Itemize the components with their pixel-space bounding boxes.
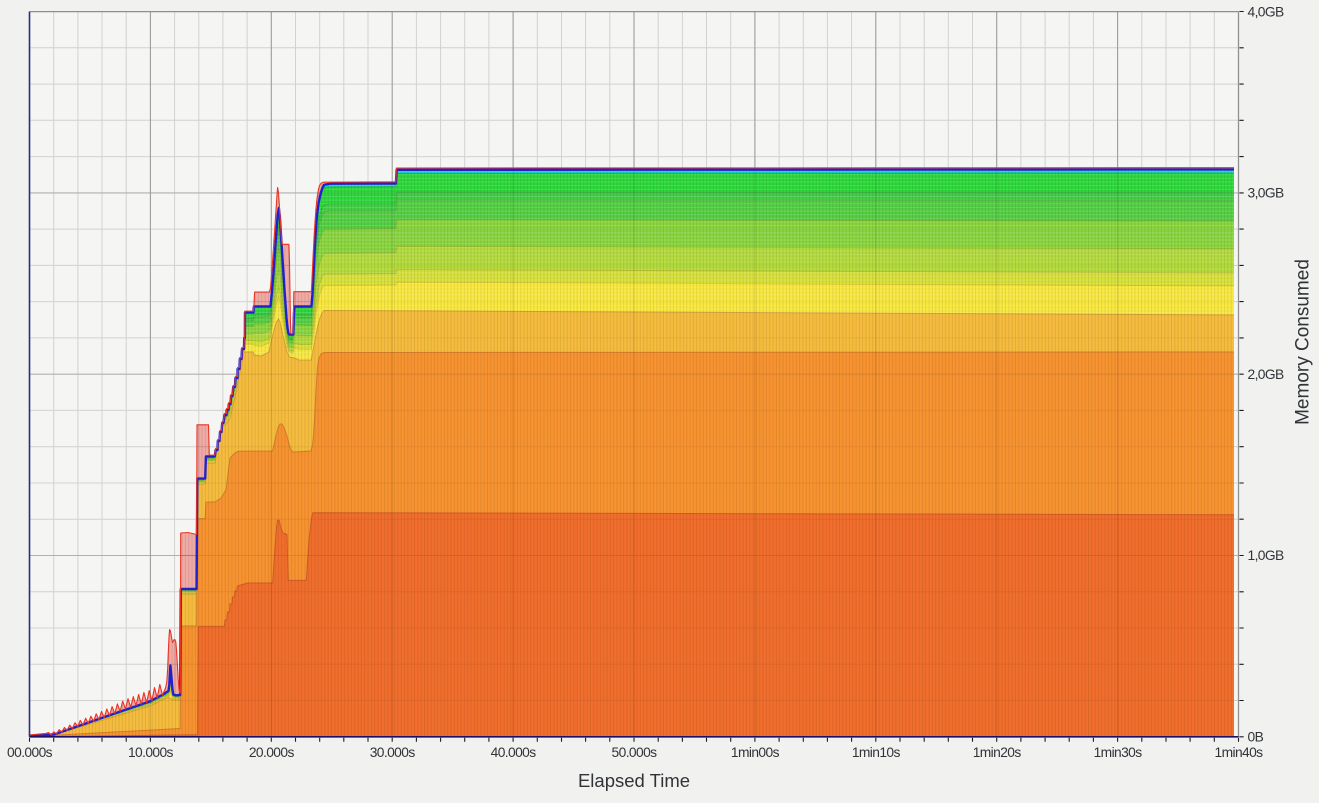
svg-text:2,0GB: 2,0GB bbox=[1248, 367, 1285, 382]
svg-text:1min20s: 1min20s bbox=[973, 745, 1022, 760]
svg-text:1min00s: 1min00s bbox=[731, 745, 780, 760]
svg-text:00.000s: 00.000s bbox=[7, 745, 53, 760]
svg-text:0B: 0B bbox=[1248, 730, 1264, 745]
svg-text:1min10s: 1min10s bbox=[852, 745, 901, 760]
svg-text:Memory Consumed: Memory Consumed bbox=[1293, 259, 1314, 425]
svg-text:4,0GB: 4,0GB bbox=[1248, 4, 1285, 19]
svg-text:20.000s: 20.000s bbox=[249, 745, 295, 760]
svg-text:40.000s: 40.000s bbox=[491, 745, 537, 760]
svg-text:10.000s: 10.000s bbox=[128, 745, 174, 760]
svg-text:3,0GB: 3,0GB bbox=[1248, 186, 1285, 201]
svg-text:1min40s: 1min40s bbox=[1215, 745, 1264, 760]
svg-text:50.000s: 50.000s bbox=[612, 745, 658, 760]
svg-text:Elapsed Time: Elapsed Time bbox=[578, 770, 690, 791]
svg-text:30.000s: 30.000s bbox=[370, 745, 416, 760]
svg-text:1,0GB: 1,0GB bbox=[1248, 548, 1285, 563]
svg-text:1min30s: 1min30s bbox=[1094, 745, 1143, 760]
